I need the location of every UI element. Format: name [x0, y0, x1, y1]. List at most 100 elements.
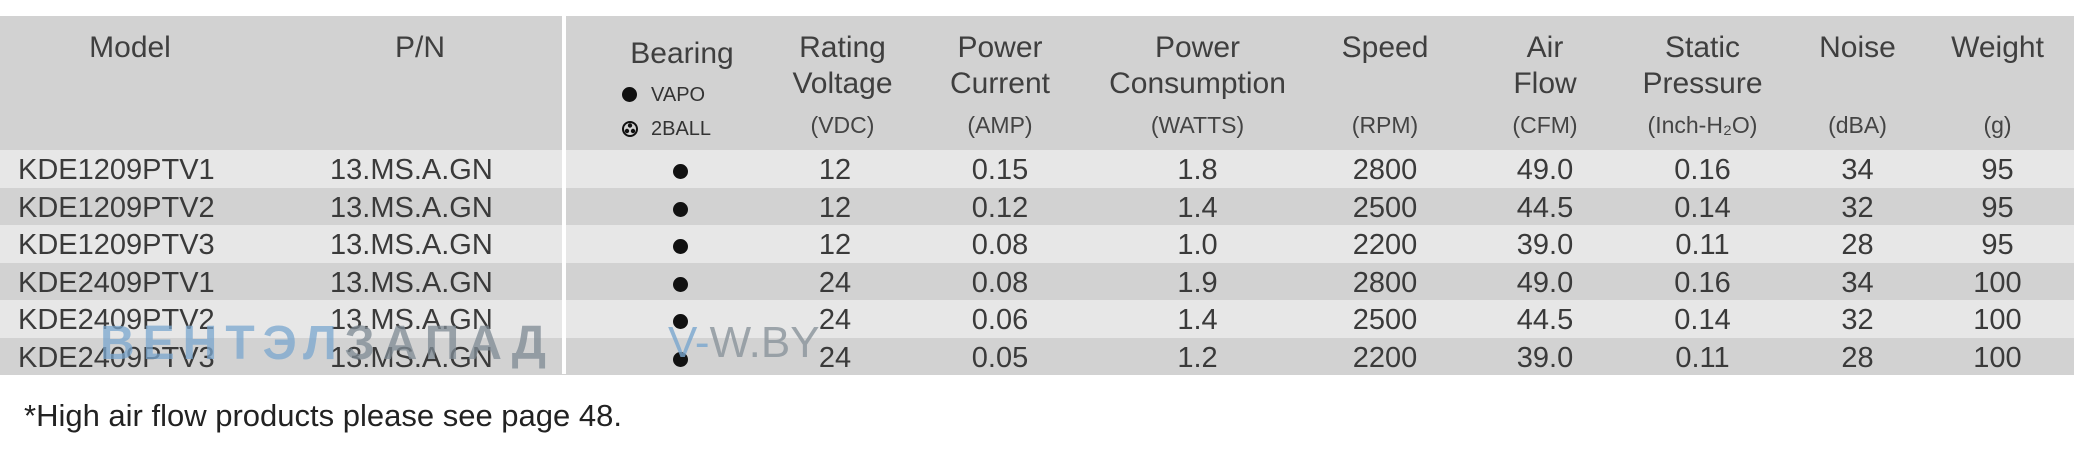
cell-voltage: 24: [818, 341, 852, 374]
unit-rpm: (RPM): [1351, 112, 1419, 138]
column-divider: [562, 16, 566, 374]
cell-bearing: [660, 188, 700, 226]
cell-weight: 95: [1981, 154, 2014, 186]
cell-power: 1.4: [1177, 304, 1218, 336]
cell-pn: 13.MS.A.GN: [330, 154, 493, 186]
table-row: KDE2409PTV2 13.MS.A.GN 24 0.06 1.4 2500 …: [0, 300, 2074, 338]
cell-current: 0.08: [971, 266, 1029, 299]
table-row: KDE2409PTV3 13.MS.A.GN 24 0.05 1.2 2200 …: [0, 337, 2074, 376]
vapo-dot-icon: [672, 314, 688, 329]
cell-power: 1.9: [1177, 266, 1218, 299]
cell-voltage: 24: [818, 266, 852, 299]
cell-weight: 100: [1973, 341, 2022, 374]
cell-pressure: 0.14: [1674, 304, 1731, 336]
cell-airflow: 44.5: [1516, 191, 1574, 224]
cell-pressure: 0.16: [1674, 266, 1731, 299]
cell-bearing: [660, 263, 700, 301]
cell-bearing: [660, 225, 700, 263]
header-static-pressure: Static Pressure: [1642, 31, 1763, 100]
bearing-legend-vapo: VAPO: [622, 78, 711, 112]
header-power-consumption: Power Consumption: [1109, 31, 1286, 100]
vapo-dot-icon: [672, 201, 688, 217]
unit-voltage: (VDC): [810, 112, 875, 138]
footnote: *High air flow products please see page …: [24, 398, 622, 433]
cell-model: KDE1209PTV2: [18, 191, 215, 224]
cell-pressure: 0.11: [1675, 341, 1730, 374]
cell-current: 0.12: [971, 191, 1029, 224]
header-air-flow: Air Flow: [1513, 31, 1577, 100]
cell-voltage: 12: [818, 229, 852, 261]
cell-voltage: 12: [818, 154, 852, 186]
cell-noise: 32: [1841, 304, 1874, 336]
cell-pressure: 0.16: [1674, 154, 1731, 186]
cell-noise: 34: [1841, 154, 1874, 186]
unit-grams: (g): [1983, 112, 2012, 138]
cell-current: 0.08: [971, 229, 1029, 261]
cell-weight: 100: [1973, 304, 2022, 336]
cell-bearing: [660, 150, 700, 188]
cell-bearing: [660, 338, 700, 376]
table-row: KDE1209PTV1 13.MS.A.GN 12 0.15 1.8 2800 …: [0, 150, 2074, 188]
cell-power: 1.2: [1177, 341, 1218, 374]
cell-power: 1.0: [1177, 229, 1218, 261]
cell-model: KDE1209PTV3: [18, 229, 215, 261]
cell-airflow: 39.0: [1516, 341, 1574, 374]
cell-speed: 2200: [1352, 229, 1418, 261]
cell-voltage: 24: [818, 304, 852, 336]
cell-power: 1.8: [1177, 154, 1218, 186]
watermark-site: V-W.BY: [668, 318, 820, 367]
cell-speed: 2800: [1352, 154, 1418, 186]
cell-airflow: 49.0: [1516, 266, 1574, 299]
unit-cfm: (CFM): [1512, 112, 1578, 138]
unit-dba: (dBA): [1828, 112, 1887, 138]
unit-current: (AMP): [967, 112, 1033, 138]
cell-noise: 34: [1841, 266, 1874, 299]
header-rating-voltage: Rating Voltage: [792, 31, 893, 100]
vapo-dot-icon: [622, 87, 637, 102]
header-pn: P/N: [394, 31, 445, 64]
cell-airflow: 39.0: [1516, 229, 1574, 261]
header-noise: Noise: [1819, 31, 1896, 64]
bearing-legend: VAPO 2BALL: [622, 78, 711, 146]
vapo-dot-icon: [672, 276, 688, 292]
cell-pn: 13.MS.A.GN: [330, 229, 493, 261]
cell-noise: 32: [1841, 191, 1874, 224]
cell-current: 0.05: [971, 341, 1029, 374]
vapo-dot-icon: [672, 351, 688, 367]
table-row: KDE2409PTV1 13.MS.A.GN 24 0.08 1.9 2800 …: [0, 262, 2074, 301]
header-model: Model: [89, 31, 171, 64]
header-bearing: Bearing: [630, 37, 734, 70]
cell-weight: 95: [1981, 229, 2014, 261]
table-row: KDE1209PTV3 13.MS.A.GN 12 0.08 1.0 2200 …: [0, 225, 2074, 263]
vapo-dot-icon: [672, 239, 688, 254]
cell-model: KDE2409PTV2: [18, 304, 215, 336]
cell-speed: 2800: [1352, 266, 1418, 299]
vapo-dot-icon: [672, 164, 688, 179]
watermark-logo: ВЕНТЭЛЗАПАД: [100, 317, 554, 370]
cell-pn: 13.MS.A.GN: [330, 341, 493, 374]
cell-airflow: 44.5: [1516, 304, 1574, 336]
cell-model: KDE1209PTV1: [18, 154, 215, 186]
header-weight: Weight: [1951, 31, 2044, 64]
cell-speed: 2500: [1352, 304, 1418, 336]
table-header: Model P/N Bearing VAPO 2BALL Rating Volt…: [0, 16, 2074, 150]
bearing-legend-2ball: 2BALL: [622, 112, 711, 146]
cell-pn: 13.MS.A.GN: [330, 304, 493, 336]
cell-pressure: 0.11: [1675, 229, 1730, 261]
cell-current: 0.06: [971, 304, 1029, 336]
cell-speed: 2200: [1352, 341, 1418, 374]
cell-pn: 13.MS.A.GN: [330, 266, 493, 299]
cell-weight: 100: [1973, 266, 2022, 299]
header-speed: Speed: [1341, 31, 1429, 64]
cell-bearing: [660, 300, 700, 338]
cell-weight: 95: [1981, 191, 2014, 224]
cell-noise: 28: [1841, 341, 1874, 374]
header-power-current: Power Current: [949, 31, 1051, 100]
cell-noise: 28: [1841, 229, 1874, 261]
spec-table: Model P/N Bearing VAPO 2BALL Rating Volt…: [0, 16, 2074, 376]
cell-pn: 13.MS.A.GN: [330, 191, 493, 224]
unit-watts: (WATTS): [1150, 112, 1245, 138]
cell-speed: 2500: [1352, 191, 1418, 224]
cell-model: KDE2409PTV1: [18, 266, 215, 299]
cell-power: 1.4: [1177, 191, 1218, 224]
